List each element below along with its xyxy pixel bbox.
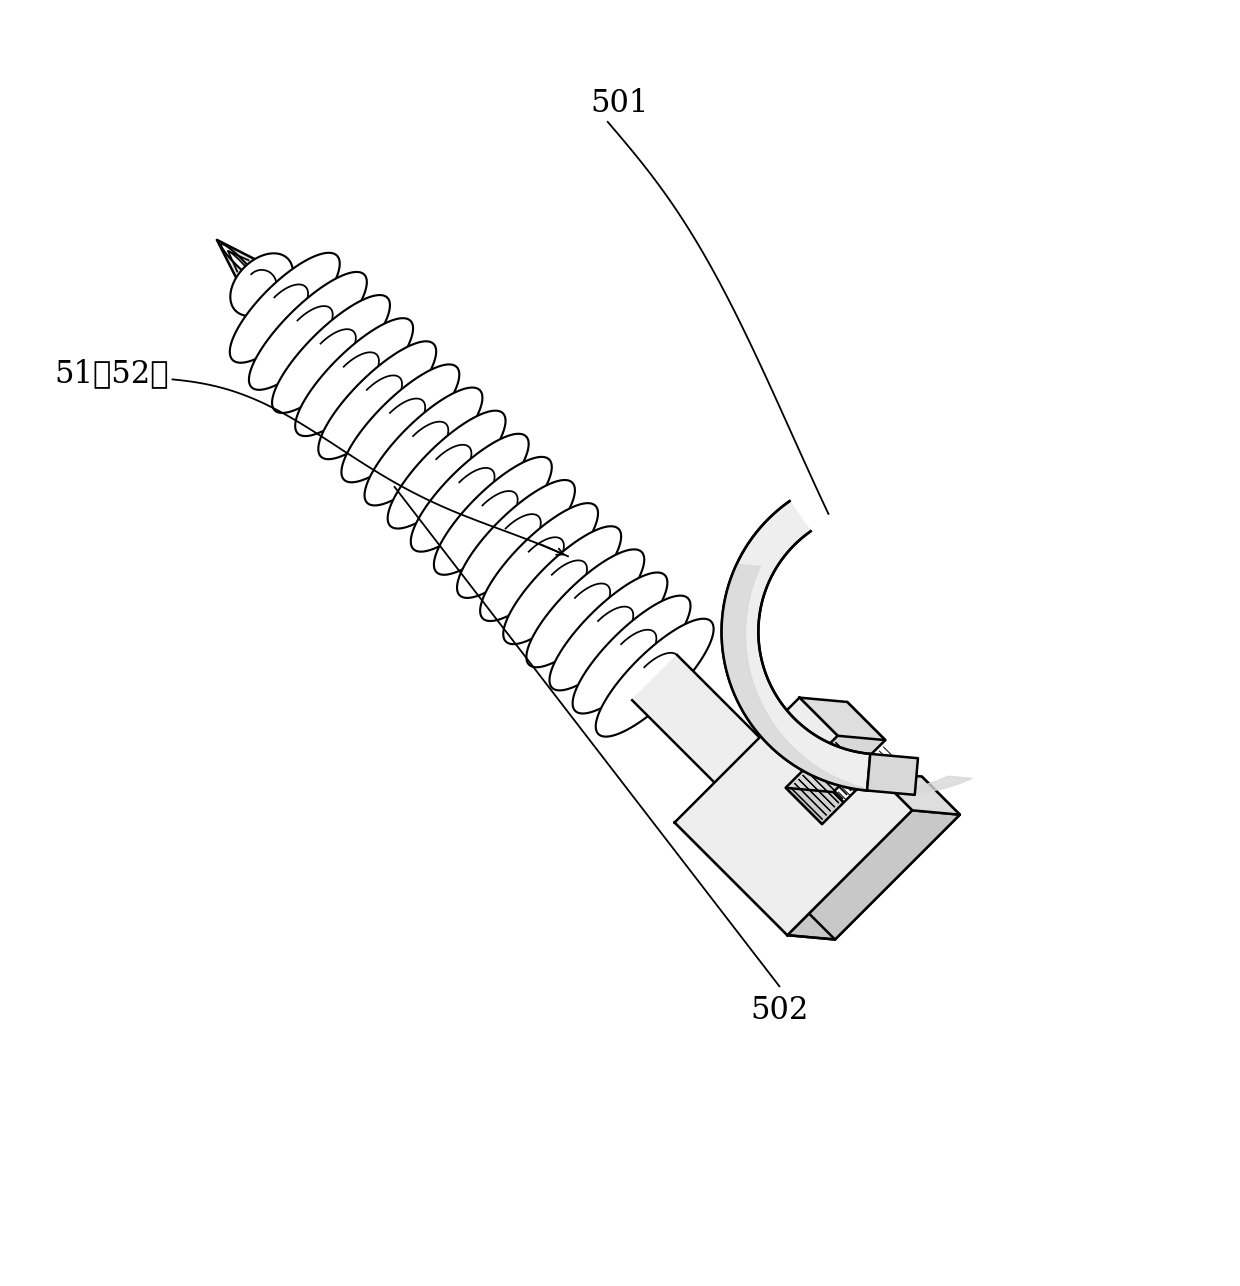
Polygon shape (549, 572, 667, 691)
Polygon shape (480, 503, 598, 621)
Polygon shape (319, 341, 436, 459)
Polygon shape (722, 502, 870, 791)
Polygon shape (787, 810, 960, 940)
Polygon shape (573, 595, 691, 714)
Polygon shape (874, 772, 960, 814)
Polygon shape (229, 253, 340, 363)
Polygon shape (503, 526, 621, 644)
Text: 501: 501 (590, 87, 650, 120)
Polygon shape (527, 549, 645, 667)
Text: 502: 502 (750, 995, 808, 1026)
Polygon shape (675, 823, 835, 940)
Polygon shape (410, 433, 528, 552)
Polygon shape (388, 410, 506, 529)
Polygon shape (458, 480, 575, 598)
Polygon shape (722, 565, 972, 793)
Polygon shape (341, 364, 459, 482)
Polygon shape (249, 271, 367, 390)
Polygon shape (217, 240, 263, 285)
Polygon shape (786, 788, 869, 828)
Polygon shape (295, 318, 413, 436)
Polygon shape (675, 697, 913, 935)
Polygon shape (632, 655, 760, 783)
Polygon shape (595, 619, 714, 737)
Polygon shape (800, 697, 885, 741)
Polygon shape (434, 457, 552, 575)
Polygon shape (221, 244, 257, 279)
Polygon shape (272, 294, 389, 413)
Polygon shape (867, 754, 918, 795)
Polygon shape (231, 253, 293, 316)
Text: 51（52）: 51（52） (53, 358, 169, 388)
Polygon shape (365, 387, 482, 505)
Polygon shape (723, 702, 960, 940)
